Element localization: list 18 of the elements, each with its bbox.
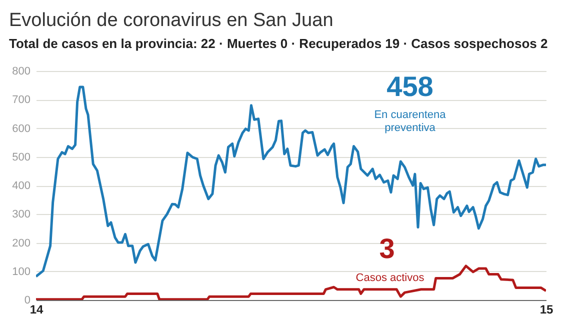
y-tick-label: 300 xyxy=(12,208,30,221)
y-tick-label: 500 xyxy=(12,151,30,164)
y-tick-label: 600 xyxy=(12,122,30,135)
y-tick-label: 400 xyxy=(12,180,30,192)
y-tick-label: 0 xyxy=(24,294,30,306)
x-tick-label: 15 xyxy=(540,302,554,316)
annotation: 3 xyxy=(379,233,395,264)
line-series xyxy=(36,264,546,300)
x-tick-label: 14 xyxy=(30,302,44,316)
chart-subtitle: Total de casos en la provincia: 22 · Muertes 0 · Recuperados 19 · Casos sospechosos 2 xyxy=(9,36,548,51)
text: En cuarentena preventiva xyxy=(374,109,447,134)
series-label: Casos activos xyxy=(356,272,425,284)
y-tick-label: 700 xyxy=(12,94,30,106)
y-tick-label: 200 xyxy=(12,237,30,250)
annotation: 458 xyxy=(386,71,434,102)
y-tick-label: 100 xyxy=(12,266,30,278)
chart-title: Evolución de coronavirus en San Juan xyxy=(9,10,334,31)
y-tick-label: 800 xyxy=(12,66,30,78)
